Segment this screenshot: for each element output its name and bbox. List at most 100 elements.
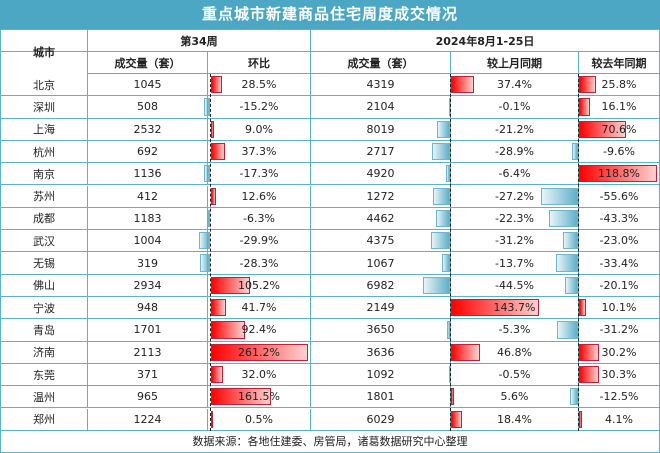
cell-period-volume: 4462 <box>311 207 451 230</box>
table-row: 南京 1136 -17.3% 4920 -6.4% 118.8% <box>1 163 659 186</box>
positive-bar-period-mom <box>451 299 539 317</box>
cell-city: 郑州 <box>1 408 88 430</box>
cell-week-wow: 12.6% <box>208 185 311 207</box>
cell-week-volume: 508 <box>88 96 208 118</box>
negative-bar-period-mom <box>422 276 450 294</box>
header-period-mom: 较上月同期 <box>451 52 579 73</box>
cell-week-volume: 1004 <box>88 230 208 252</box>
positive-bar-period-mom <box>451 76 474 94</box>
cell-period-volume: 4375 <box>311 230 451 252</box>
cell-week-wow: 261.2% <box>208 341 311 363</box>
cell-week-wow: 32.0% <box>208 363 311 386</box>
cell-period-yoy: 30.2% <box>601 345 637 359</box>
cell-period-yoy: -43.3% <box>599 211 639 225</box>
positive-bar-period-yoy <box>579 299 586 317</box>
cell-period-yoy: 4.1% <box>605 412 633 426</box>
table-row: 北京 1045 28.5% 4319 37.4% 25.8% <box>1 74 659 97</box>
cell-period-volume: 4920 <box>311 163 451 185</box>
cell-week-wow: 41.7% <box>208 297 311 319</box>
negative-bar-period-yoy <box>555 254 578 272</box>
cell-week-volume: 1045 <box>88 74 208 96</box>
table-row: 上海 2532 9.0% 8019 -21.2% 70.6% <box>1 118 659 141</box>
zero-axis-line <box>578 74 579 431</box>
cell-period-mom: 37.4% <box>451 74 579 96</box>
cell-week-wow: 28.5% <box>208 74 311 96</box>
cell-period-volume: 3636 <box>311 341 451 363</box>
cell-period-mom: -31.2% <box>451 230 579 252</box>
table-title: 重点城市新建商品住宅周度成交情况 <box>0 0 660 29</box>
cell-period-volume: 1092 <box>311 363 451 386</box>
positive-bar-week-wow <box>211 410 213 428</box>
negative-bar-period-mom <box>432 142 450 161</box>
cell-period-yoy: -55.6% <box>599 189 639 203</box>
positive-bar-week-wow <box>211 388 271 406</box>
negative-bar-week-wow <box>199 254 210 272</box>
cell-week-volume: 1136 <box>88 163 208 185</box>
cell-period-yoy: -9.6% <box>603 145 635 159</box>
cell-period-mom: -5.3% <box>451 319 579 341</box>
header-period-yoy: 较去年同期 <box>591 56 647 70</box>
negative-bar-period-mom <box>437 120 450 138</box>
cell-week-volume: 948 <box>88 297 208 319</box>
header-period-volume: 成交量（套） <box>311 52 451 73</box>
zero-axis-line <box>450 74 451 431</box>
cell-city: 佛山 <box>1 274 88 296</box>
cell-city: 济南 <box>1 341 88 363</box>
table-row: 武汉 1004 -29.9% 4375 -31.2% -23.0% <box>1 230 659 253</box>
cell-period-volume: 8019 <box>311 118 451 140</box>
table-row: 深圳 508 -15.2% 2104 -0.1% 16.1% <box>1 96 659 119</box>
negative-bar-period-yoy <box>541 187 578 205</box>
header-week-volume: 成交量（套） <box>88 52 208 73</box>
header-row-1: 城市 第34周 2024年8月1-25日 <box>1 30 659 74</box>
cell-period-mom: -28.9% <box>451 140 579 163</box>
cell-week-wow: -15.2% <box>208 96 311 118</box>
cell-period-volume: 4319 <box>311 74 451 96</box>
negative-bar-week-wow <box>207 209 210 228</box>
cell-period-yoy: -20.1% <box>599 278 639 292</box>
positive-bar-week-wow <box>211 120 215 138</box>
zero-axis-line <box>210 74 211 431</box>
positive-bar-week-wow <box>211 365 223 384</box>
cell-period-yoy: -33.4% <box>599 256 639 270</box>
table-row: 无锡 319 -28.3% 1067 -13.7% -33.4% <box>1 252 659 275</box>
cell-city: 杭州 <box>1 140 88 163</box>
header-row-2: 成交量（套） 环比 成交量（套） 较上月同期 较去年同期 <box>88 52 659 74</box>
cell-city: 武汉 <box>1 230 88 252</box>
table-row: 苏州 412 12.6% 1272 -27.2% -55.6% <box>1 185 659 208</box>
cell-period-volume: 2717 <box>311 140 451 163</box>
cell-period-mom: 5.6% <box>451 386 579 408</box>
cell-period-mom: -44.5% <box>451 274 579 296</box>
cell-period-yoy: 30.3% <box>601 368 637 382</box>
table-row: 温州 965 161.5% 1801 5.6% -12.5% <box>1 386 659 409</box>
cell-period-mom: -21.2% <box>451 118 579 140</box>
table-row: 成都 1183 -6.3% 4462 -22.3% -43.3% <box>1 207 659 231</box>
header-week-group: 第34周 <box>88 30 311 51</box>
negative-bar-period-mom <box>441 254 450 272</box>
cell-city: 成都 <box>1 207 88 230</box>
cell-week-volume: 2532 <box>88 118 208 140</box>
table-row: 郑州 1224 0.5% 6029 18.4% 4.1% <box>1 408 659 431</box>
cell-week-wow: 9.0% <box>208 118 311 140</box>
cell-period-yoy: -31.2% <box>599 323 639 337</box>
positive-bar-week-wow <box>211 321 246 339</box>
table-row: 宁波 948 41.7% 2149 143.7% 10.1% <box>1 297 659 320</box>
negative-bar-week-wow <box>198 232 210 250</box>
cell-period-mom: -6.4% <box>451 163 579 185</box>
positive-bar-period-mom <box>451 410 463 428</box>
cell-period-yoy: 10.1% <box>601 301 637 315</box>
positive-bar-week-wow <box>211 76 222 94</box>
cell-week-wow: 92.4% <box>208 319 311 341</box>
positive-bar-period-mom <box>451 343 480 361</box>
positive-bar-period-yoy <box>579 410 582 428</box>
cell-city: 东莞 <box>1 363 88 386</box>
cell-week-volume: 412 <box>88 185 208 207</box>
cell-period-mom: -0.5% <box>451 363 579 386</box>
cell-period-volume: 1272 <box>311 185 451 207</box>
cell-week-volume: 692 <box>88 140 208 163</box>
header-week-wow: 环比 <box>208 52 311 73</box>
cell-week-volume: 965 <box>88 386 208 408</box>
positive-bar-period-yoy <box>579 165 658 183</box>
cell-period-volume: 3650 <box>311 319 451 341</box>
negative-bar-period-mom <box>446 321 450 339</box>
cell-week-wow: 37.3% <box>208 140 311 163</box>
